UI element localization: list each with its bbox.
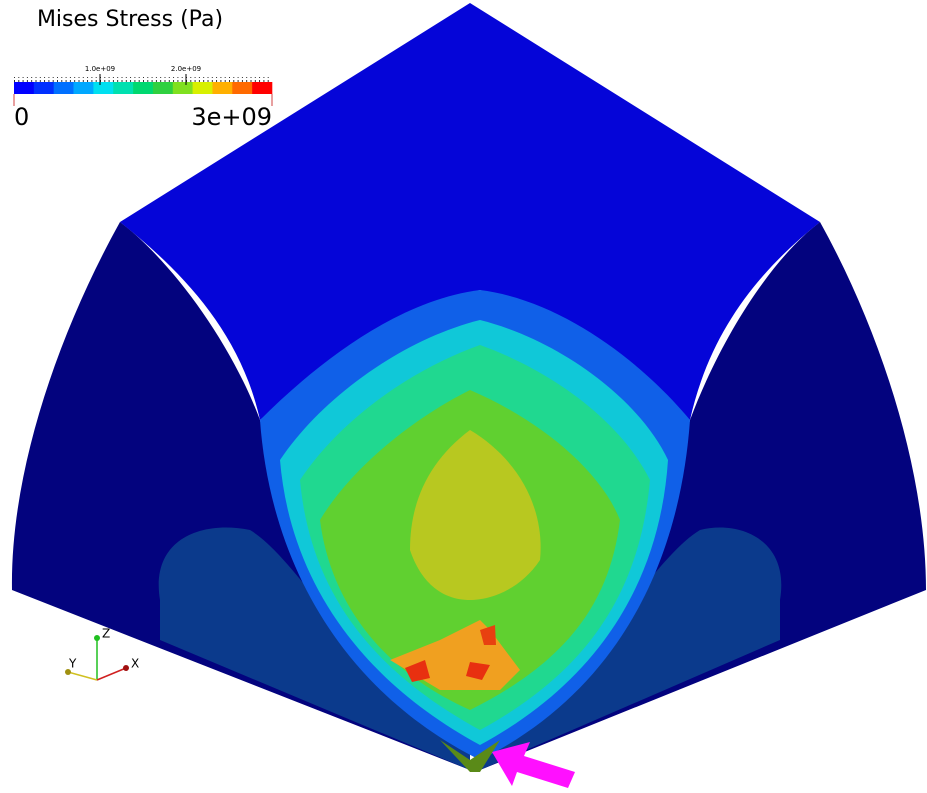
scalar-bar: Mises Stress (Pa) 0 3e+09 1.0e+09 2.0e+09 [14,7,272,131]
range-label: 3e+09 [191,103,272,131]
body: {"scalar_bar": { "title": "Mises Stress … [0,0,927,793]
color-band [113,82,133,94]
axis-label: Z [102,627,110,641]
color-band [232,82,252,94]
z-tip [94,635,100,641]
scalar-bar-title: Mises Stress (Pa) [37,7,223,32]
load-arrow [492,742,575,788]
axis-label: Y [68,657,77,671]
color-band [14,82,34,94]
color-band [54,82,74,94]
color-band [173,82,193,94]
color-band [74,82,94,94]
page: Mises Stress html, body { margin: 0; pad… [0,0,927,793]
render-view: Z X Y Mises Stress (Pa) 0 3e+09 1.0e+09 2.0… [0,0,927,793]
model [12,3,926,772]
color-band [34,82,54,94]
tick-label: 2.0e+09 [171,65,201,73]
color-band [193,82,213,94]
range-label: 0 [14,103,29,131]
color-band [252,82,272,94]
color-band [93,82,113,94]
color-band [133,82,153,94]
x-axis [97,668,126,680]
axis-label: X [131,657,139,671]
color-band [153,82,173,94]
y-axis [68,672,97,680]
tick-label: 1.0e+09 [85,65,115,73]
x-tip [123,665,129,671]
color-band [212,82,232,94]
